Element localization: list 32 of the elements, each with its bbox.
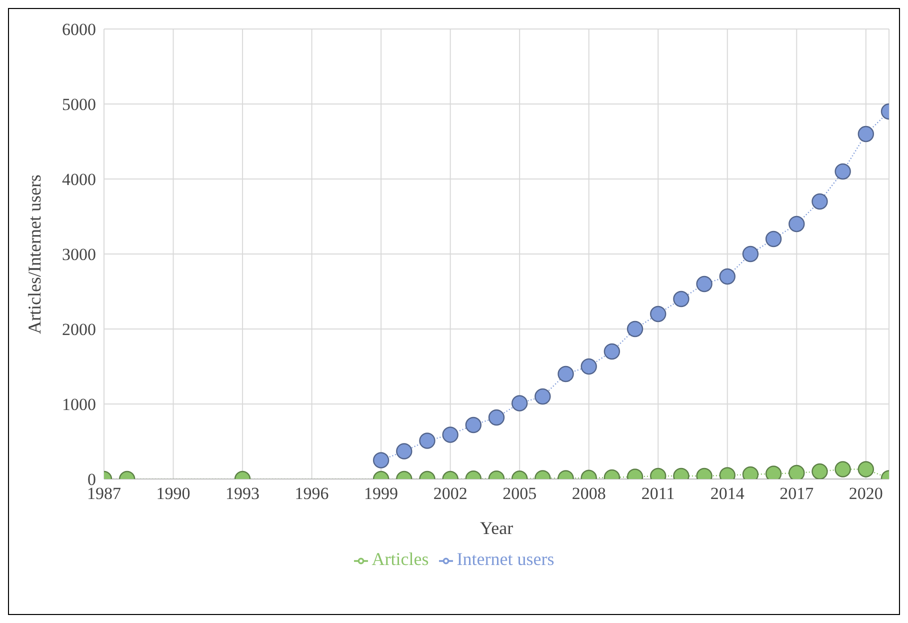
legend-label: Internet users [456, 549, 554, 569]
point [742, 246, 759, 262]
point [719, 268, 736, 285]
x-tick-label: 1990 [156, 484, 190, 504]
x-tick-label: 2008 [572, 484, 606, 504]
point [834, 163, 851, 180]
y-tick-label: 4000 [62, 170, 96, 190]
point [650, 306, 666, 322]
point [812, 193, 828, 210]
y-tick-label: 2000 [62, 320, 96, 340]
point [626, 320, 644, 338]
x-tick-label: 2014 [710, 484, 745, 504]
y-tick-label: 5000 [62, 95, 96, 114]
y-tick-label: 3000 [62, 245, 96, 264]
point [696, 276, 712, 292]
point [765, 230, 782, 248]
x-tick-label: 2005 [502, 484, 537, 504]
x-axis-title: Year [480, 518, 514, 538]
x-tick-label: 1996 [294, 484, 329, 504]
point [673, 290, 690, 308]
y-tick-label: 6000 [62, 20, 96, 40]
x-tick-label: 2017 [780, 484, 814, 504]
x-tick-label: 1999 [364, 484, 398, 504]
y-axis-title: Articles/Internet users [24, 174, 44, 334]
x-tick-label: 1993 [226, 484, 260, 504]
x-tick-label: 2020 [848, 484, 883, 504]
x-tick-label: 2002 [433, 484, 468, 504]
point [788, 216, 805, 232]
y-tick-label: 1000 [62, 395, 96, 414]
x-tick-label: 1987 [87, 484, 122, 504]
x-tick-label: 2011 [641, 484, 675, 504]
legend-label: Articles [372, 549, 429, 569]
